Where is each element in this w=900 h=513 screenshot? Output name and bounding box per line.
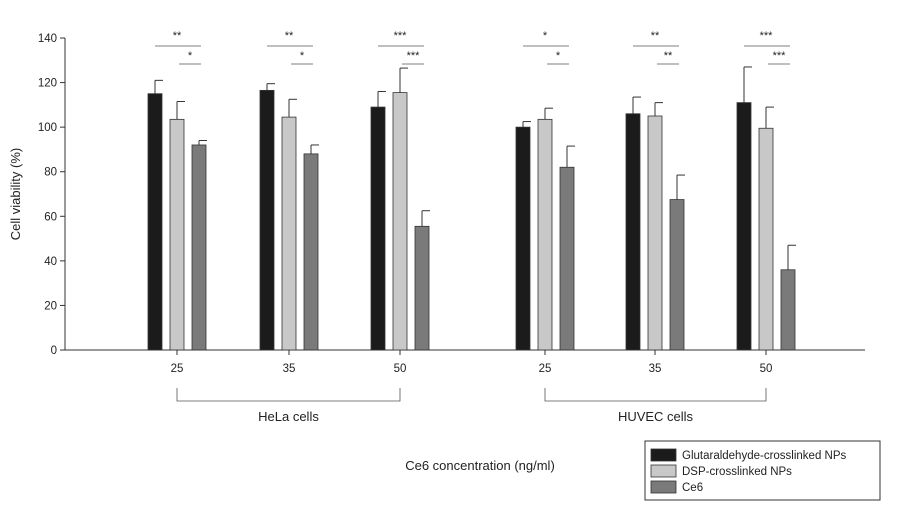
group-label: HeLa cells bbox=[258, 409, 319, 424]
bar bbox=[147, 93, 163, 351]
bar bbox=[515, 126, 531, 351]
significance-label: ** bbox=[173, 30, 182, 42]
group-brackets: HeLa cells HUVEC cells bbox=[176, 388, 767, 424]
bar bbox=[559, 166, 575, 351]
y-axis-label: Cell viability (%) bbox=[8, 148, 23, 240]
y-tick-label: 100 bbox=[38, 122, 57, 134]
y-tick-label: 140 bbox=[38, 33, 57, 45]
legend-box bbox=[644, 440, 881, 501]
significance-label: *** bbox=[394, 30, 408, 42]
group-bracket bbox=[544, 388, 767, 402]
significance-label: * bbox=[556, 50, 561, 62]
group-bracket bbox=[176, 388, 401, 402]
x-axis-label: Ce6 concentration (ng/ml) bbox=[405, 458, 555, 473]
bar bbox=[758, 127, 774, 351]
legend-label-dsp: DSP-crosslinked NPs bbox=[682, 466, 792, 478]
bar bbox=[169, 118, 185, 351]
y-tick-label: 40 bbox=[44, 256, 57, 268]
significance-annotations: ************************ bbox=[155, 30, 790, 65]
x-tick-label: 25 bbox=[171, 363, 184, 375]
significance-label: *** bbox=[760, 30, 774, 42]
group-label: HUVEC cells bbox=[618, 409, 694, 424]
y-tick-label: 60 bbox=[44, 211, 57, 223]
significance-label: *** bbox=[773, 50, 787, 62]
bar bbox=[669, 199, 685, 351]
significance-label: * bbox=[300, 50, 305, 62]
x-tick-label: 50 bbox=[760, 363, 773, 375]
bar bbox=[303, 153, 319, 351]
bar bbox=[259, 89, 275, 351]
significance-label: * bbox=[188, 50, 193, 62]
bar bbox=[392, 92, 408, 351]
bars bbox=[147, 66, 796, 351]
significance-label: * bbox=[543, 30, 548, 42]
significance-label: *** bbox=[407, 50, 421, 62]
x-tick-label: 35 bbox=[649, 363, 662, 375]
legend-label-glutaraldehyde: Glutaraldehyde-crosslinked NPs bbox=[682, 450, 847, 462]
x-tick-label: 50 bbox=[394, 363, 407, 375]
bar bbox=[414, 225, 430, 351]
significance-label: ** bbox=[285, 30, 294, 42]
legend: Glutaraldehyde-crosslinked NPs DSP-cross… bbox=[644, 440, 881, 501]
y-tick-label: 120 bbox=[38, 78, 57, 90]
bar bbox=[281, 116, 297, 351]
y-tick-label: 0 bbox=[51, 345, 57, 357]
bar bbox=[780, 269, 796, 351]
legend-swatch-glutaraldehyde bbox=[650, 448, 677, 462]
significance-label: ** bbox=[664, 50, 673, 62]
x-tick-label: 35 bbox=[283, 363, 296, 375]
bar bbox=[736, 102, 752, 351]
bar bbox=[625, 113, 641, 351]
x-tick-label: 25 bbox=[539, 363, 552, 375]
bar bbox=[370, 106, 386, 351]
legend-swatch-dsp bbox=[650, 464, 677, 478]
y-tick-label: 20 bbox=[44, 300, 57, 312]
legend-label-ce6: Ce6 bbox=[682, 482, 703, 494]
bar bbox=[537, 118, 553, 351]
significance-label: ** bbox=[651, 30, 660, 42]
bar bbox=[191, 144, 207, 351]
legend-swatch-ce6 bbox=[650, 480, 677, 494]
bar bbox=[647, 115, 663, 351]
y-tick-label: 80 bbox=[44, 167, 57, 179]
